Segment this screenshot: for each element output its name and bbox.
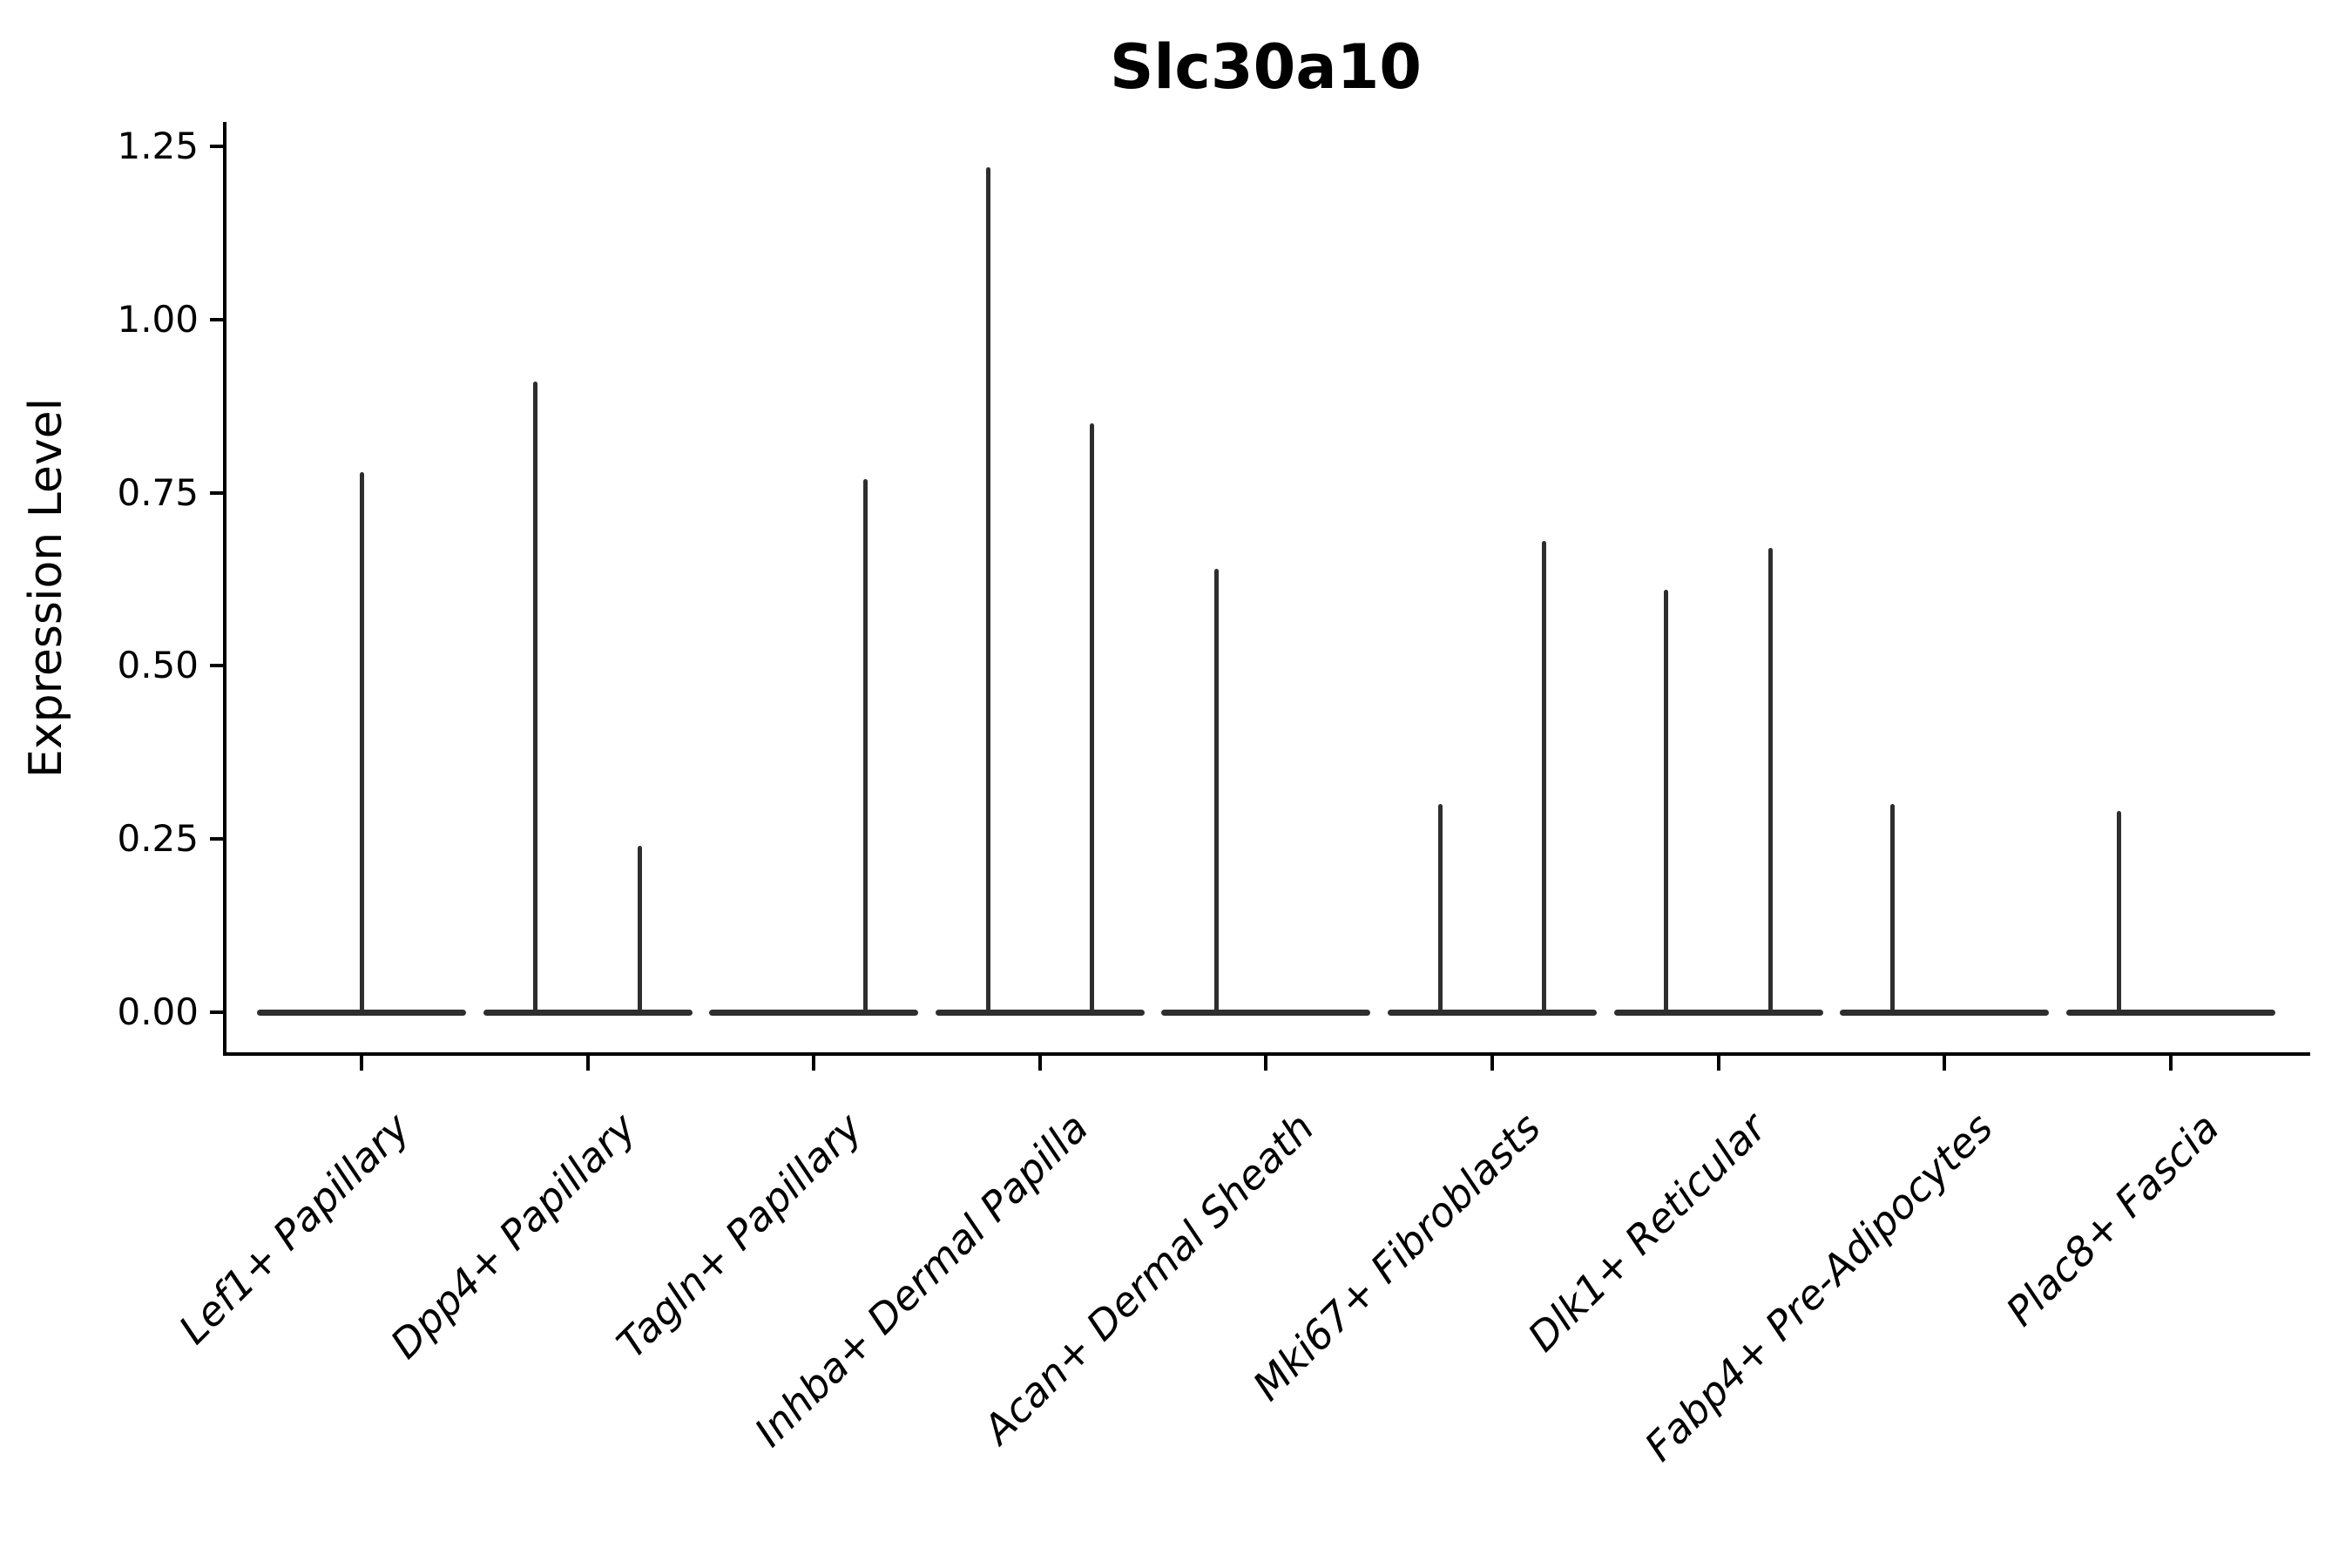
- violin-baseline: [483, 1010, 693, 1016]
- x-tick-label: Lef1+ Papillary: [169, 1104, 419, 1354]
- x-tick-label: Tagln+ Papillary: [607, 1104, 871, 1368]
- y-tick-label: 1.00: [117, 297, 199, 341]
- x-tick-label: Dpp4+ Papillary: [381, 1104, 645, 1368]
- violin-spike: [2116, 811, 2121, 1015]
- y-tick-label: 0.75: [117, 470, 199, 514]
- violin-spike: [637, 846, 642, 1015]
- violin-spike: [1542, 541, 1547, 1015]
- violin-spike: [863, 478, 868, 1015]
- x-axis-tick: [1943, 1056, 1947, 1071]
- y-axis-tick: [210, 145, 223, 148]
- y-axis-label: Expression Level: [20, 397, 72, 779]
- violin-spike: [1889, 804, 1895, 1015]
- y-axis-tick: [210, 490, 223, 495]
- violin-baseline: [1161, 1010, 1371, 1016]
- y-tick-label: 1.25: [117, 125, 199, 167]
- y-tick-label: 0.25: [117, 817, 199, 861]
- y-axis-tick: [210, 837, 223, 841]
- x-axis-tick: [2168, 1056, 2173, 1071]
- violin-baseline: [1613, 1010, 1823, 1016]
- violin-spike: [533, 382, 538, 1015]
- x-tick-label: Plac8+ Fascia: [1996, 1104, 2228, 1335]
- violin-spike: [359, 471, 364, 1015]
- violin-spike: [1664, 589, 1669, 1015]
- violin-spike: [985, 166, 990, 1015]
- y-axis-label-container: Expression Level: [7, 122, 85, 1054]
- x-axis-tick: [585, 1056, 590, 1071]
- chart-title: Slc30a10: [1110, 31, 1422, 103]
- x-axis-tick: [1716, 1056, 1720, 1071]
- violin-baseline: [2065, 1010, 2275, 1016]
- violin-baseline: [1840, 1010, 2050, 1016]
- violin-spike: [1767, 548, 1773, 1015]
- y-tick-label: 0.00: [117, 990, 199, 1033]
- violin-spike: [1090, 423, 1094, 1015]
- x-axis-tick: [1264, 1056, 1268, 1071]
- y-axis-tick: [210, 317, 223, 321]
- x-axis-tick: [1490, 1056, 1494, 1071]
- violin-baseline: [709, 1010, 919, 1016]
- violin-baseline: [1388, 1010, 1597, 1016]
- y-axis-tick: [210, 1010, 223, 1014]
- violin-spike: [1213, 569, 1219, 1015]
- violin-baseline: [935, 1010, 1145, 1016]
- y-tick-label: 0.50: [117, 644, 199, 687]
- left-axis-spine: [223, 122, 226, 1056]
- bottom-axis-spine: [223, 1052, 2310, 1056]
- violin-spike: [1437, 804, 1443, 1015]
- y-axis-tick: [210, 664, 223, 668]
- x-axis-tick: [1037, 1056, 1042, 1071]
- x-tick-label: Dlk1+ Reticular: [1518, 1104, 1775, 1361]
- x-axis-tick: [360, 1056, 363, 1071]
- x-axis-tick: [812, 1056, 816, 1071]
